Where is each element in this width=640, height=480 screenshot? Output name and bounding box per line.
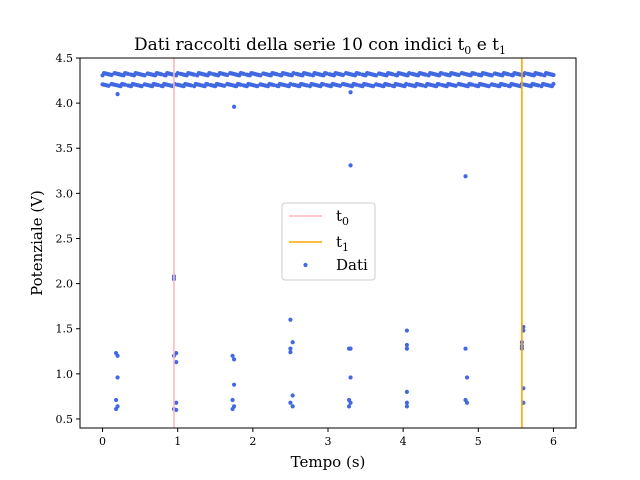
y-axis-ticks: 0.5 1.0 1.5 2.0 2.5 3.0 3.5 4.0 4.5 <box>56 52 80 426</box>
data-point <box>113 397 119 403</box>
chart-title-sub-0: 0 <box>464 44 471 57</box>
data-point <box>348 400 353 405</box>
data-layer <box>100 71 556 413</box>
chart-title-sub-1: 1 <box>499 44 506 57</box>
data-point <box>290 393 295 398</box>
data-point <box>288 400 293 405</box>
legend-swatch-marker <box>303 262 308 268</box>
x-tick-label: 4 <box>400 435 407 448</box>
data-point <box>230 353 235 358</box>
data-point <box>139 84 144 89</box>
legend-label: t0 <box>336 207 349 228</box>
x-tick-label: 2 <box>249 435 256 448</box>
data-point <box>348 90 353 95</box>
data-point <box>231 104 237 109</box>
data-point <box>231 357 237 362</box>
data-point <box>456 72 461 78</box>
data-point <box>222 83 227 88</box>
data-point <box>337 83 343 88</box>
x-tick-label: 1 <box>174 435 181 448</box>
data-point <box>142 73 147 78</box>
y-tick-label: 1.0 <box>56 368 74 381</box>
chart-title: Dati raccolti della serie 10 con indici … <box>134 35 506 57</box>
chart-title-main: Dati raccolti della serie 10 con indici … <box>134 35 464 55</box>
chart-title-mid: e t <box>471 35 499 55</box>
y-tick-label: 4.0 <box>56 97 74 110</box>
data-point <box>288 317 293 322</box>
data-point <box>404 328 410 333</box>
data-point <box>463 346 468 351</box>
x-tick-label: 0 <box>99 435 106 448</box>
data-point <box>290 340 295 345</box>
y-tick-label: 4.5 <box>56 52 74 65</box>
data-point <box>404 342 410 348</box>
legend-label: t1 <box>336 233 349 254</box>
data-point <box>115 375 120 380</box>
data-point <box>464 400 470 405</box>
x-axis-ticks: 0 1 2 3 4 5 6 <box>99 428 557 448</box>
data-point <box>340 72 346 78</box>
data-point <box>258 73 263 78</box>
data-point <box>174 360 179 365</box>
y-tick-label: 0.5 <box>56 413 74 426</box>
data-point <box>464 375 470 380</box>
data-point <box>174 400 179 405</box>
data-point <box>551 81 556 87</box>
data-point <box>115 353 120 358</box>
data-point <box>174 407 179 413</box>
data-point <box>486 84 491 89</box>
data-point <box>348 375 353 380</box>
data-point <box>551 72 556 78</box>
x-axis-label: Tempo (s) <box>291 453 366 471</box>
y-axis-label: Potenziale (V) <box>28 190 46 296</box>
y-tick-label: 1.5 <box>56 323 74 336</box>
data-point <box>230 406 235 412</box>
data-point <box>370 84 376 89</box>
legend-label: Dati <box>336 256 368 274</box>
data-point <box>404 389 410 394</box>
x-tick-label: 6 <box>550 435 557 448</box>
y-tick-label: 2.0 <box>56 278 74 291</box>
legend-box <box>281 202 376 281</box>
data-point <box>348 346 353 351</box>
data-point <box>109 72 114 78</box>
data-point <box>115 92 120 97</box>
data-point <box>489 73 494 78</box>
data-point <box>288 350 293 355</box>
legend: t0 t1 Dati <box>281 202 376 281</box>
data-point <box>290 404 295 409</box>
data-point <box>113 406 119 412</box>
data-point <box>404 346 410 351</box>
y-tick-label: 2.5 <box>56 232 74 245</box>
data-point <box>346 404 352 409</box>
data-point <box>463 174 468 179</box>
y-tick-label: 3.5 <box>56 142 74 155</box>
data-point <box>231 382 237 387</box>
y-tick-label: 3.0 <box>56 187 74 200</box>
x-tick-label: 3 <box>325 435 332 448</box>
data-point <box>288 346 293 351</box>
data-point <box>230 397 235 403</box>
data-point <box>404 400 410 405</box>
x-tick-label: 5 <box>475 435 482 448</box>
vline-layer <box>173 58 523 428</box>
data-point <box>348 163 353 168</box>
data-point <box>404 404 410 409</box>
